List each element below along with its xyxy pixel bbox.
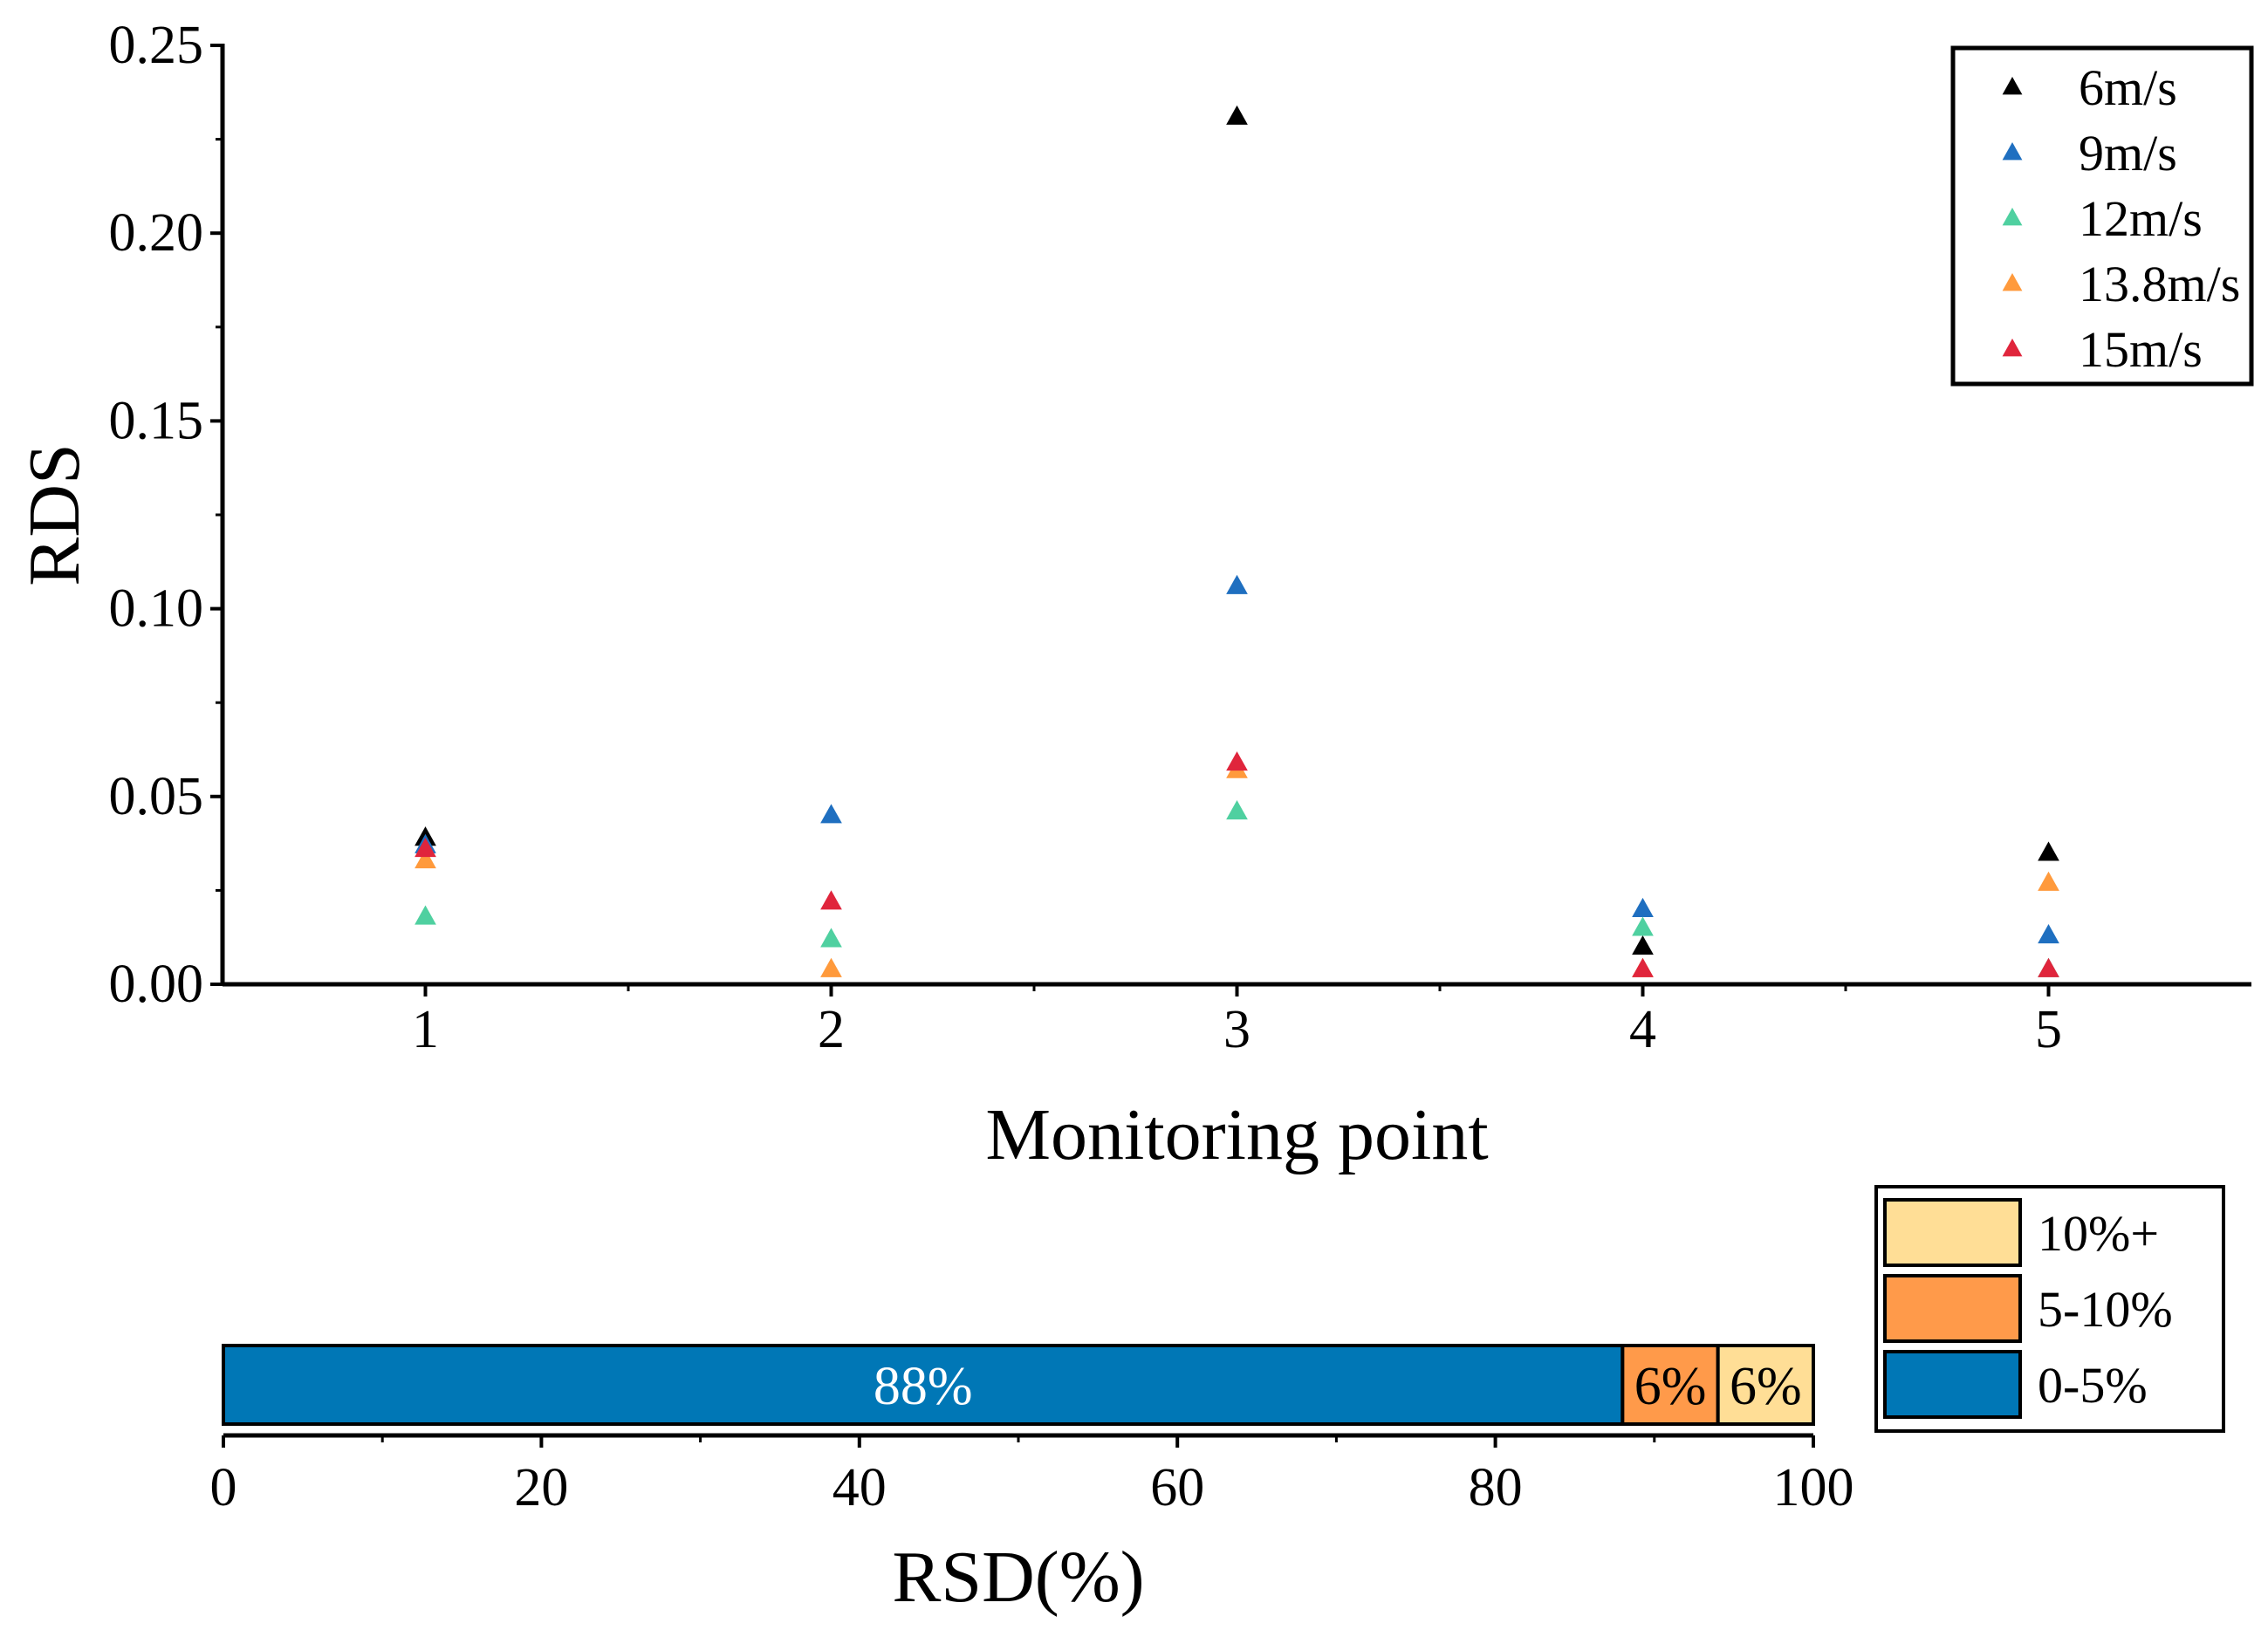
y-tick-label: 0.10: [109, 579, 204, 639]
y-tick-label: 0.00: [109, 955, 204, 1014]
rsd-x-tick-label: 20: [514, 1458, 568, 1517]
rsd-x-tick-label: 40: [833, 1458, 887, 1517]
rsd-legend-swatch: [1883, 1198, 2022, 1267]
legend-marker: [2002, 77, 2023, 95]
legend-label: 12m/s: [2079, 190, 2203, 247]
bar-segment-510: [1620, 1344, 1720, 1426]
data-point-12ms-1: [415, 905, 436, 925]
bar-segment-label: 88%: [874, 1357, 973, 1416]
data-point-12ms-2: [820, 928, 842, 948]
bar-segment-label: 6%: [1634, 1357, 1707, 1416]
legend-label: 9m/s: [2079, 125, 2177, 181]
data-point-12ms-4: [1632, 916, 1654, 936]
legend-marker: [2002, 208, 2023, 226]
bar-segment-label: 6%: [1730, 1357, 1802, 1416]
rsd-x-tick-label: 80: [1469, 1458, 1523, 1517]
data-point-9ms-5: [2038, 924, 2059, 944]
legend-marker: [2002, 273, 2023, 291]
rsd-legend-label: 10%+: [2038, 1205, 2159, 1262]
data-point-138ms-1: [415, 848, 436, 869]
data-point-12ms-3: [1226, 800, 1248, 820]
data-point-15ms-1: [415, 838, 436, 858]
data-point-138ms-2: [820, 957, 842, 977]
rsd-x-tick-label: 0: [210, 1458, 237, 1517]
legend-label: 13.8m/s: [2079, 256, 2240, 312]
bar-segment-05: [222, 1344, 1625, 1426]
bar-segment-10: [1716, 1344, 1816, 1426]
rsd-legend-label: 0-5%: [2038, 1357, 2148, 1414]
y-tick-label: 0.20: [109, 203, 204, 263]
data-point-15ms-3: [1226, 751, 1248, 771]
data-point-6ms-5: [2038, 841, 2059, 861]
y-axis-title: RDS: [14, 443, 95, 586]
x-tick-label: 2: [818, 1000, 845, 1059]
rsd-legend-swatch: [1883, 1274, 2022, 1343]
scatter-legend-box: [1950, 45, 2254, 387]
legend-marker: [2002, 142, 2023, 161]
x-tick-label: 4: [1629, 1000, 1656, 1059]
x-axis-title: Monitoring point: [985, 1094, 1488, 1175]
data-point-9ms-2: [820, 804, 842, 824]
rsd-legend-swatch: [1883, 1350, 2022, 1419]
rsd-x-axis-title: RSD(%): [892, 1537, 1144, 1618]
data-point-15ms-5: [2038, 957, 2059, 977]
rsd-legend-label: 5-10%: [2038, 1281, 2173, 1338]
y-tick-label: 0.05: [109, 767, 204, 826]
data-point-6ms-3: [1226, 105, 1248, 125]
data-point-6ms-4: [1632, 935, 1654, 955]
legend-label: 6m/s: [2079, 59, 2177, 116]
y-tick-label: 0.25: [109, 16, 204, 75]
scatter-plot: 0.00 0.05 0.10 0.15 0.20 0.25 1 2 3 4 5 Monitoring …: [14, 16, 2254, 1175]
data-point-9ms-4: [1632, 897, 1654, 918]
rsd-x-tick-label: 100: [1773, 1458, 1854, 1517]
x-tick-label: 5: [2035, 1000, 2062, 1059]
legend-label: 15m/s: [2079, 321, 2203, 378]
x-tick-label: 3: [1223, 1000, 1250, 1059]
data-point-138ms-5: [2038, 871, 2059, 891]
legend-marker: [2002, 339, 2023, 357]
data-point-15ms-4: [1632, 957, 1654, 977]
y-tick-label: 0.15: [109, 391, 204, 450]
rsd-x-tick-label: 60: [1150, 1458, 1204, 1517]
x-tick-label: 1: [412, 1000, 439, 1059]
data-point-15ms-2: [820, 890, 842, 910]
data-point-9ms-3: [1226, 574, 1248, 594]
rsd-stacked-bar-chart: 88% 6% 6% 0 20 40 60 80 100 RSD(%) 10%+ 5-10% 0-5%: [210, 1185, 2225, 1618]
